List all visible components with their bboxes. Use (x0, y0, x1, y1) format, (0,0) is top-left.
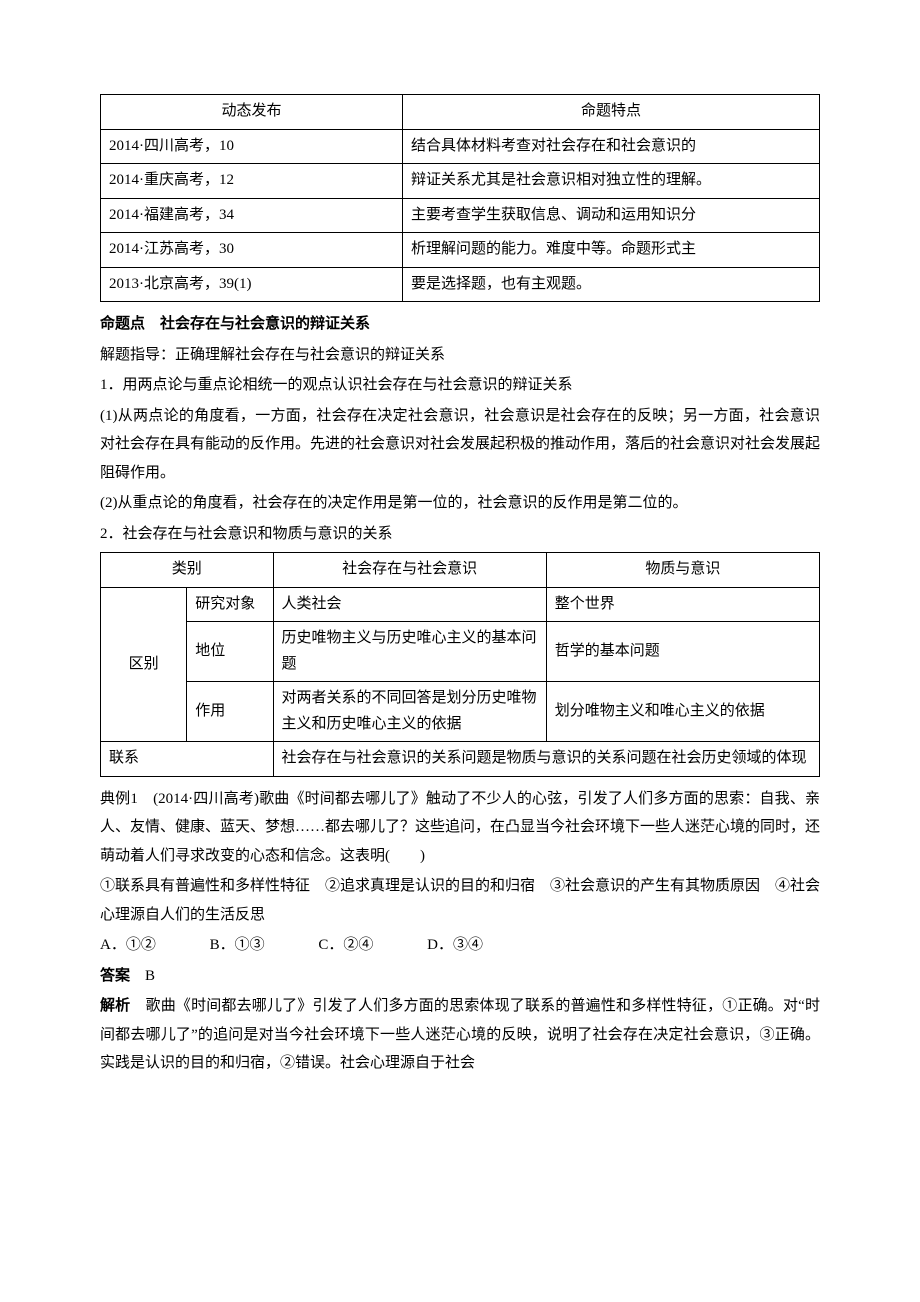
t2-header-b: 物质与意识 (546, 553, 819, 588)
table1-right-3: 析理解问题的能力。难度中等。命题形式主 (402, 233, 819, 268)
t2-header-a: 社会存在与社会意识 (273, 553, 546, 588)
heading-topic: 命题点 社会存在与社会意识的辩证关系 (100, 310, 820, 339)
options-row: A．①② B．①③ C．②④ D．③④ (100, 931, 820, 960)
table1-right-4: 要是选择题，也有主观题。 (402, 267, 819, 302)
t2-sub-2: 作用 (187, 682, 273, 742)
table1-right-0: 结合具体材料考查对社会存在和社会意识的 (402, 129, 819, 164)
option-c: C．②④ (318, 931, 373, 960)
option-d: D．③④ (427, 931, 483, 960)
t2-group-diff: 区别 (101, 587, 187, 742)
t2-sub-1: 地位 (187, 622, 273, 682)
point1a: (1)从两点论的角度看，一方面，社会存在决定社会意识，社会意识是社会存在的反映；… (100, 402, 820, 488)
answer-value: B (130, 968, 155, 984)
table1-header-left: 动态发布 (101, 95, 403, 130)
table1-left-2: 2014·福建高考，34 (101, 198, 403, 233)
analysis-label: 解析 (100, 998, 130, 1014)
example-statements: ①联系具有普遍性和多样性特征 ②追求真理是认识的目的和归宿 ③社会意识的产生有其… (100, 872, 820, 929)
comparison-table: 类别 社会存在与社会意识 物质与意识 区别 研究对象 人类社会 整个世界 地位 … (100, 552, 820, 777)
answer-row: 答案 B (100, 962, 820, 991)
option-a: A．①② (100, 931, 156, 960)
t2-a-0: 人类社会 (273, 587, 546, 622)
t2-header-cat: 类别 (101, 553, 274, 588)
table1-left-3: 2014·江苏高考，30 (101, 233, 403, 268)
example-text: (2014·四川高考)歌曲《时间都去哪儿了》触动了不少人的心弦，引发了人们多方面… (100, 791, 820, 864)
analysis-row: 解析 歌曲《时间都去哪儿了》引发了人们多方面的思索体现了联系的普遍性和多样性特征… (100, 992, 820, 1078)
option-b: B．①③ (210, 931, 265, 960)
table1-left-1: 2014·重庆高考，12 (101, 164, 403, 199)
point1b: (2)从重点论的角度看，社会存在的决定作用是第一位的，社会意识的反作用是第二位的… (100, 489, 820, 518)
table1-right-2: 主要考查学生获取信息、调动和运用知识分 (402, 198, 819, 233)
table1-right-1: 辩证关系尤其是社会意识相对独立性的理解。 (402, 164, 819, 199)
t2-a-1: 历史唯物主义与历史唯心主义的基本问题 (273, 622, 546, 682)
point1-title: 1．用两点论与重点论相统一的观点认识社会存在与社会意识的辩证关系 (100, 371, 820, 400)
t2-a-2: 对两者关系的不同回答是划分历史唯物主义和历史唯心主义的依据 (273, 682, 546, 742)
t2-b-2: 划分唯物主义和唯心主义的依据 (546, 682, 819, 742)
intro-text: 解题指导：正确理解社会存在与社会意识的辩证关系 (100, 341, 820, 370)
trends-table: 动态发布 命题特点 2014·四川高考，10 结合具体材料考查对社会存在和社会意… (100, 94, 820, 302)
t2-b-0: 整个世界 (546, 587, 819, 622)
table1-left-4: 2013·北京高考，39(1) (101, 267, 403, 302)
table1-header-right: 命题特点 (402, 95, 819, 130)
example-block: 典例1 (2014·四川高考)歌曲《时间都去哪儿了》触动了不少人的心弦，引发了人… (100, 785, 820, 871)
example-label: 典例1 (100, 791, 138, 807)
table1-left-0: 2014·四川高考，10 (101, 129, 403, 164)
t2-link-text: 社会存在与社会意识的关系问题是物质与意识的关系问题在社会历史领域的体现 (273, 742, 819, 777)
point2-title: 2．社会存在与社会意识和物质与意识的关系 (100, 520, 820, 549)
analysis-text: 歌曲《时间都去哪儿了》引发了人们多方面的思索体现了联系的普遍性和多样性特征，①正… (100, 998, 820, 1071)
answer-label: 答案 (100, 968, 130, 984)
t2-sub-0: 研究对象 (187, 587, 273, 622)
t2-b-1: 哲学的基本问题 (546, 622, 819, 682)
t2-link-label: 联系 (101, 742, 274, 777)
